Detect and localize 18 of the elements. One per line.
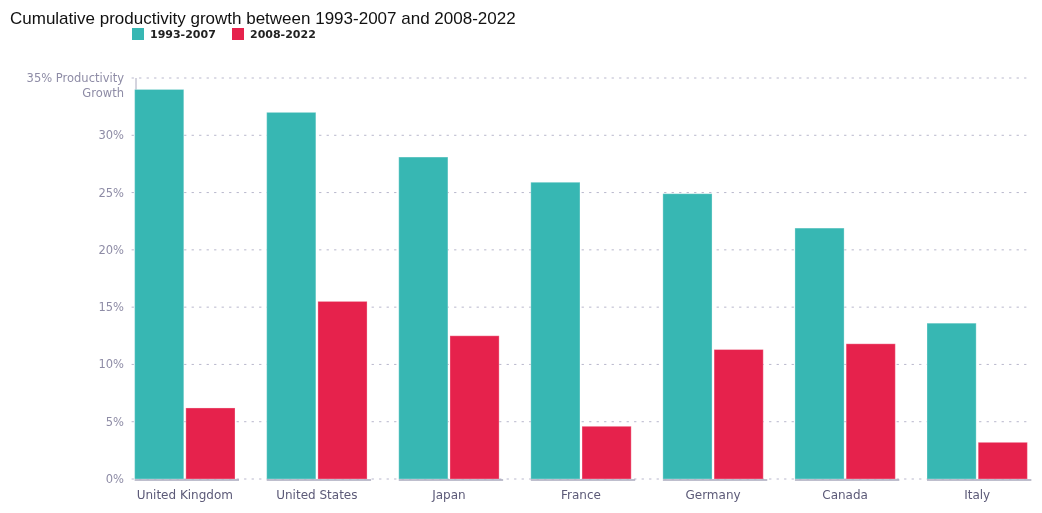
x-tick-label: Germany — [685, 488, 741, 502]
y-tick-label: 20% — [98, 242, 125, 257]
chart-title: Cumulative productivity growth between 1993-2007 and 2008-2022 — [10, 9, 516, 28]
y-tick-label: 25% — [98, 185, 125, 200]
x-tick-label: United States — [276, 488, 358, 502]
y-tick-label: 15% — [98, 299, 125, 314]
y-tick-label: 5% — [105, 414, 125, 429]
x-tick-label: Canada — [822, 488, 868, 502]
y-tick-label: 0% — [105, 471, 125, 486]
x-tick-label: United Kingdom — [136, 488, 233, 502]
x-tick-label: Japan — [431, 488, 466, 502]
x-tick-label: Italy — [964, 488, 991, 502]
legend-label: 2008-2022 — [250, 28, 316, 41]
legend-label: 1993-2007 — [150, 28, 216, 41]
x-tick-label: France — [561, 488, 601, 502]
y-tick-label: 10% — [98, 356, 125, 371]
y-tick-label: 30% — [98, 127, 125, 142]
y-tick-label: 35% Productivity Growth — [26, 70, 125, 100]
